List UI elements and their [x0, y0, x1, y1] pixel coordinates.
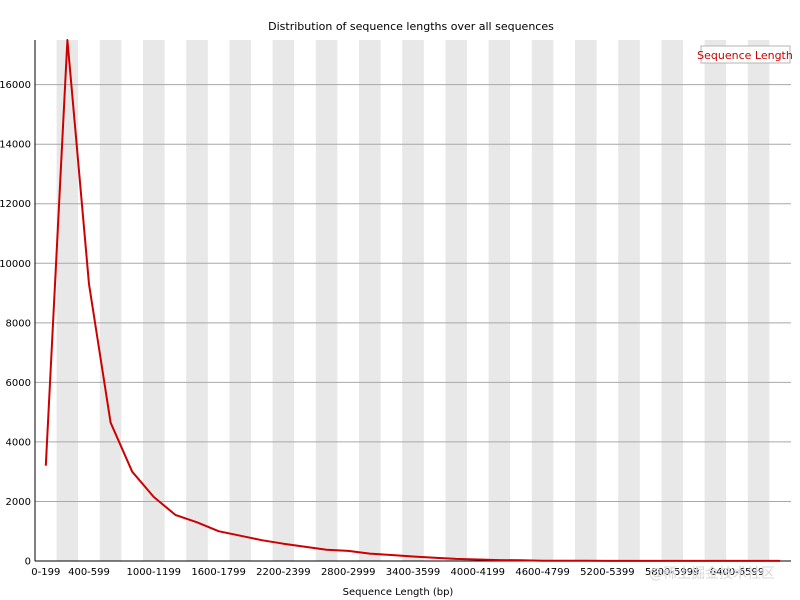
stripe-band [272, 40, 295, 561]
stripe-band [575, 40, 597, 561]
x-tick-label: 5800-5999 [645, 567, 700, 578]
x-tick-label: 1600-1799 [191, 567, 246, 578]
y-tick-label: 6000 [6, 378, 31, 389]
grid-lines [35, 84, 791, 502]
x-tick-label: 5200-5399 [580, 567, 635, 578]
x-tick-label: 3400-3599 [386, 567, 441, 578]
stripe-band [747, 40, 770, 561]
stripe-band [359, 40, 381, 561]
stripe-band [445, 40, 467, 561]
x-axis-label: Sequence Length (bp) [343, 587, 454, 598]
y-tick-label: 14000 [0, 140, 31, 151]
stripe-band [531, 40, 554, 561]
stripe-band [143, 40, 165, 561]
stripe-band [618, 40, 640, 561]
stripe-band [99, 40, 122, 561]
x-tick-label: 2200-2399 [256, 567, 311, 578]
x-tick-labels: 0-199 400-599 1000-1199 1600-1799 2200-2399 2… [31, 567, 764, 578]
y-tick-label: 0 [25, 557, 31, 568]
chart-title: Distribution of sequence lengths over al… [268, 20, 554, 33]
y-tick-label: 8000 [6, 318, 31, 329]
y-tick-label: 10000 [0, 259, 31, 270]
stripe-band [704, 40, 727, 561]
stripe-band [56, 40, 79, 561]
x-tick-label: 4000-4199 [451, 567, 506, 578]
y-tick-label: 16000 [0, 80, 31, 91]
x-tick-label: 1000-1199 [127, 567, 182, 578]
stripe-band [402, 40, 424, 561]
x-tick-label: 0-199 [31, 567, 60, 578]
watermark: @稀土掘金技术社区 [649, 566, 775, 582]
series-layer [44, 39, 781, 562]
legend-box [700, 45, 791, 64]
x-tick-label: 400-599 [68, 567, 110, 578]
stripe-band [315, 40, 338, 561]
stripe-band [661, 40, 683, 561]
x-tick-label: 4600-4799 [515, 567, 570, 578]
background-stripes [56, 40, 770, 561]
legend: Sequence Length [697, 45, 793, 64]
x-tick-label: 2800-2999 [321, 567, 376, 578]
legend-entry: Sequence Length [697, 49, 793, 62]
stripe-band [186, 40, 208, 561]
y-tick-labels: 0 2000 4000 6000 8000 10000 12000 14000 16000 [0, 80, 31, 567]
x-tick-label: 6400-6599 [710, 567, 765, 578]
y-tick-label: 12000 [0, 199, 31, 210]
y-tick-label: 4000 [6, 437, 31, 448]
stripe-band [488, 40, 511, 561]
stripe-band [229, 40, 251, 561]
y-tick-label: 2000 [6, 497, 31, 508]
